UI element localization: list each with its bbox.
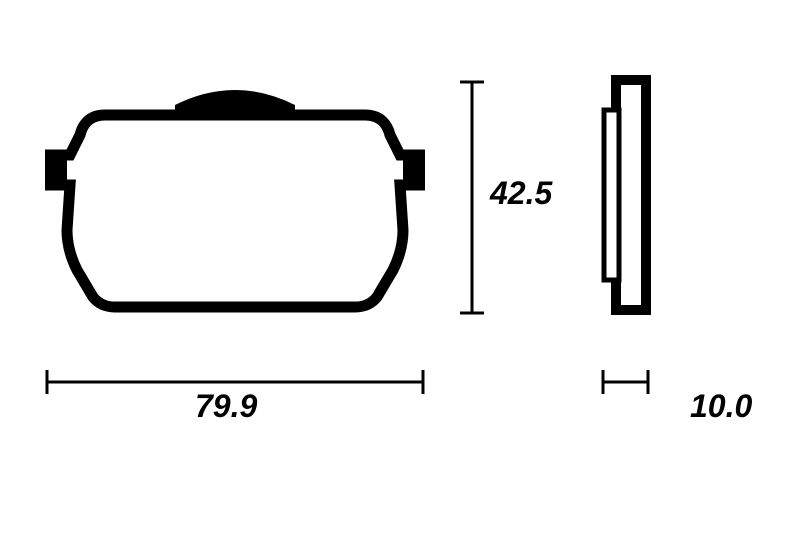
height-value: 42.5 — [490, 175, 552, 212]
thickness-value: 10.0 — [690, 388, 752, 425]
pad-body — [45, 115, 425, 307]
side-view — [600, 75, 640, 325]
friction-pad — [604, 110, 619, 280]
front-view — [45, 75, 425, 325]
diagram-container: 42.5 79.9 10.0 — [0, 0, 800, 533]
front-view-svg — [45, 75, 425, 335]
thickness-dim-svg — [600, 370, 665, 420]
width-value: 79.9 — [195, 388, 257, 425]
left-tab — [45, 155, 67, 185]
right-tab — [403, 155, 425, 185]
side-view-svg — [600, 75, 655, 335]
height-dim-svg — [460, 75, 490, 325]
